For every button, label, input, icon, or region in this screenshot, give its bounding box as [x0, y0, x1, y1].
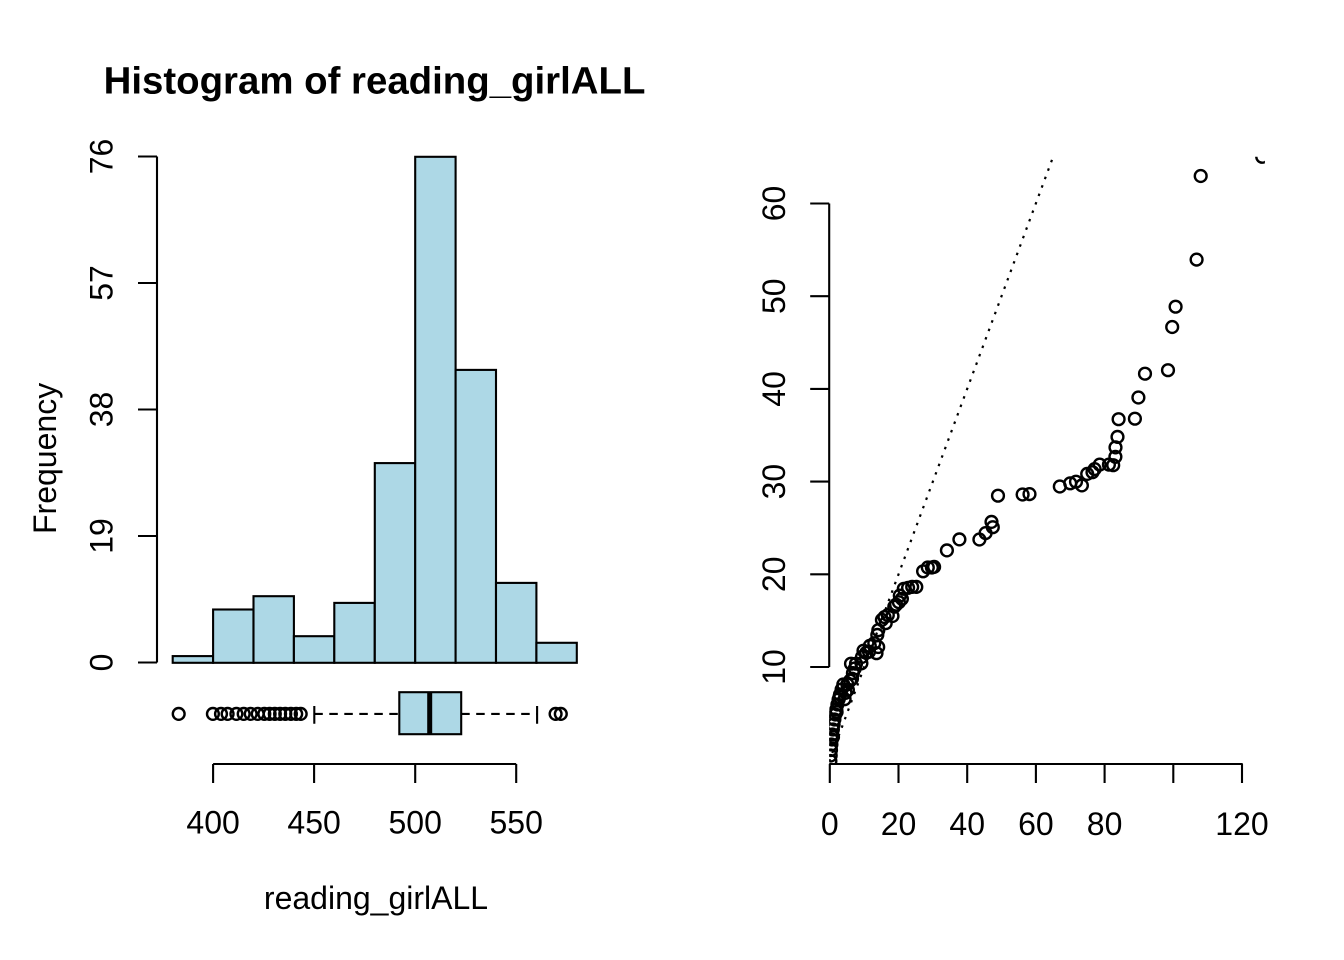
svg-text:20: 20: [756, 557, 792, 593]
svg-text:40: 40: [756, 371, 792, 407]
svg-text:76: 76: [84, 139, 120, 175]
svg-text:57: 57: [84, 265, 120, 301]
svg-text:20: 20: [881, 806, 917, 842]
svg-text:19: 19: [84, 518, 120, 554]
svg-text:50: 50: [756, 278, 792, 314]
svg-text:reading_girlALL: reading_girlALL: [264, 880, 488, 916]
svg-text:40: 40: [949, 806, 985, 842]
svg-text:80: 80: [1087, 806, 1123, 842]
svg-text:0: 0: [821, 806, 839, 842]
svg-text:400: 400: [186, 805, 239, 841]
svg-text:500: 500: [389, 805, 442, 841]
svg-text:450: 450: [287, 805, 340, 841]
svg-text:550: 550: [490, 805, 543, 841]
svg-text:60: 60: [756, 186, 792, 222]
svg-text:30: 30: [756, 464, 792, 500]
svg-text:60: 60: [1018, 806, 1054, 842]
svg-text:38: 38: [84, 392, 120, 428]
svg-text:120: 120: [1215, 806, 1268, 842]
svg-text:Frequency: Frequency: [27, 383, 63, 534]
svg-text:0: 0: [84, 654, 120, 672]
svg-text:10: 10: [756, 649, 792, 685]
svg-text:Histogram of reading_girlALL: Histogram of reading_girlALL: [104, 59, 646, 102]
